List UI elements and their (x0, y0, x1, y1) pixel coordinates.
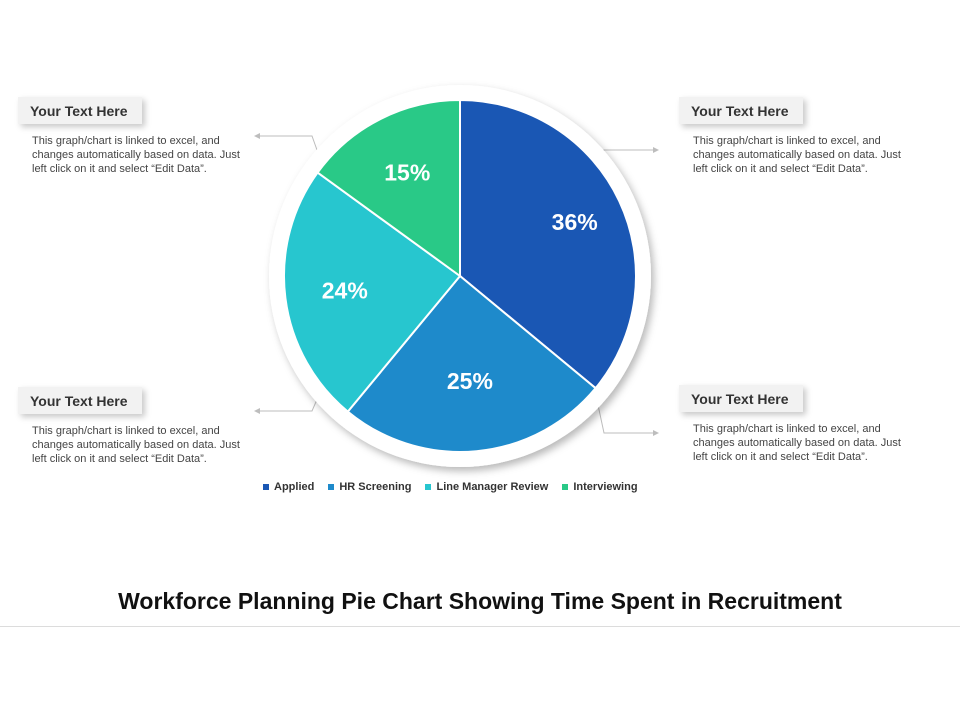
legend-label: Applied (274, 481, 315, 493)
title-divider (0, 626, 960, 627)
callout-top-right: Your Text Here This graph/chart is linke… (679, 97, 919, 176)
callout-heading: Your Text Here (679, 385, 803, 412)
callout-top-left: Your Text Here This graph/chart is linke… (18, 97, 258, 176)
legend-item-line-manager-review: Line Manager Review (425, 481, 548, 493)
legend-swatch (328, 484, 335, 490)
pie-slice-applied (459, 98, 637, 390)
callout-heading: Your Text Here (679, 97, 803, 124)
legend-swatch (562, 484, 569, 490)
pie-slices (283, 98, 637, 453)
legend-label: Interviewing (573, 481, 638, 493)
pie-slice-hr-screening (346, 274, 598, 453)
callout-bottom-left: Your Text Here This graph/chart is linke… (18, 387, 258, 466)
slice-value-label: 24% (322, 278, 368, 304)
legend-swatch (425, 484, 432, 490)
connector-arrowheads (254, 133, 659, 436)
legend-item-interviewing: Interviewing (562, 481, 638, 493)
callout-body: This graph/chart is linked to excel, and… (693, 423, 901, 463)
pie-slice-line-manager-review (283, 171, 462, 414)
pie-slice-interviewing (316, 98, 461, 278)
legend-swatch (263, 484, 269, 490)
callout-body: This graph/chart is linked to excel, and… (693, 135, 901, 175)
chart-title: Workforce Planning Pie Chart Showing Tim… (118, 588, 842, 614)
legend-label: HR Screening (339, 481, 412, 493)
callout-heading: Your Text Here (18, 387, 142, 414)
slice-value-label: 25% (447, 368, 493, 394)
callout-heading: Your Text Here (18, 97, 142, 124)
slice-value-label: 15% (384, 160, 430, 186)
chart-legend: Applied HR Screening Line Manager Review… (263, 481, 683, 493)
legend-item-applied: Applied (263, 481, 314, 493)
pie-slice-labels: 36% 25% 24% 15% (322, 160, 598, 395)
callout-body: This graph/chart is linked to excel, and… (32, 135, 240, 175)
callout-body: This graph/chart is linked to excel, and… (32, 425, 240, 465)
callout-bottom-right: Your Text Here This graph/chart is linke… (679, 385, 919, 464)
slice-value-label: 36% (552, 209, 598, 235)
legend-item-hr-screening: HR Screening (328, 481, 411, 493)
legend-label: Line Manager Review (436, 481, 549, 493)
